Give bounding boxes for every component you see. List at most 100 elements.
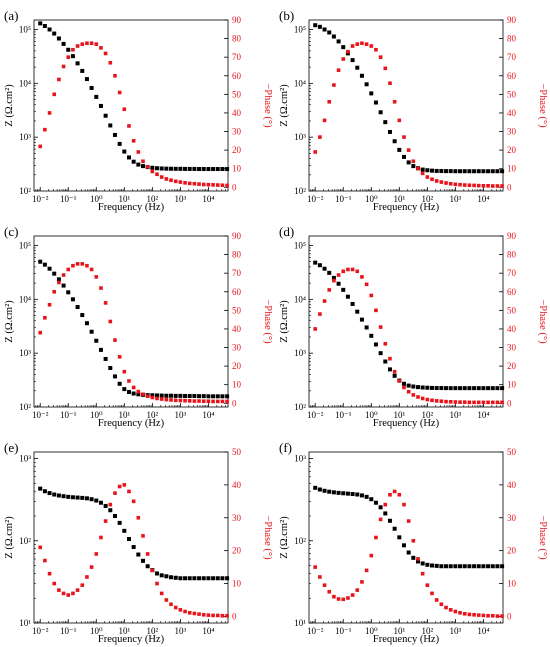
y-right-tick-label: 30 bbox=[507, 127, 517, 137]
phase-point bbox=[122, 369, 127, 374]
phase-point bbox=[336, 273, 341, 277]
x-tick-label: 10² bbox=[421, 626, 433, 636]
impedance-point bbox=[448, 564, 453, 569]
impedance-point bbox=[94, 94, 99, 99]
phase-point bbox=[350, 44, 355, 48]
chart-d: (d) 10⁻² 10⁻¹ 10⁰ 10¹ 10² 10³ 10⁴ 10² 10³ 10⁴ 10⁵ 0 1… bbox=[279, 224, 548, 429]
plot-frame bbox=[33, 19, 229, 192]
impedance-point bbox=[486, 564, 491, 569]
phase-point bbox=[448, 399, 453, 404]
x-tick-label: 10¹ bbox=[393, 626, 405, 636]
y-left-axis-title: Z (Ω.cm²) bbox=[279, 84, 290, 127]
y-right-tick-label: 50 bbox=[507, 89, 517, 99]
impedance-point bbox=[434, 168, 439, 173]
impedance-point bbox=[387, 129, 392, 134]
panel-label-d: (d) bbox=[279, 224, 294, 239]
impedance-point bbox=[472, 169, 477, 174]
impedance-point bbox=[47, 27, 52, 32]
impedance-point bbox=[350, 492, 355, 497]
y-right-tick-label: 40 bbox=[232, 324, 242, 334]
y-left-tick-label: 10³ bbox=[294, 348, 306, 358]
x-tick-label: 10⁴ bbox=[202, 410, 214, 420]
phase-point bbox=[169, 398, 173, 402]
impedance-point bbox=[453, 386, 458, 391]
y-right-tick-label: 70 bbox=[232, 268, 242, 278]
y-left-tick-label: 10⁵ bbox=[19, 24, 31, 34]
phase-point bbox=[462, 400, 467, 404]
impedance-point bbox=[322, 266, 327, 271]
impedance-point bbox=[183, 166, 188, 171]
phase-point bbox=[117, 484, 122, 489]
impedance-point bbox=[164, 166, 169, 171]
phase-point bbox=[439, 399, 444, 404]
x-tick-label: 10⁰ bbox=[365, 194, 378, 204]
phase-point bbox=[322, 118, 327, 123]
phase-point bbox=[225, 183, 229, 188]
x-tick-label: 10⁰ bbox=[365, 626, 378, 636]
impedance-point bbox=[84, 321, 89, 326]
phase-point bbox=[434, 399, 439, 403]
impedance-point bbox=[430, 563, 435, 568]
phase-point bbox=[411, 538, 416, 543]
impedance-point bbox=[98, 347, 103, 352]
panel-label-a: (a) bbox=[4, 8, 18, 23]
impedance-point bbox=[359, 317, 364, 322]
chart-f: (f) 10⁻² 10⁻¹ 10⁰ 10¹ 10² 10³ 10⁴ 10¹ 10² 10³ 0 10 20… bbox=[279, 440, 548, 645]
y-left-tick-label: 10³ bbox=[294, 132, 306, 142]
x-tick-label: 10⁰ bbox=[90, 410, 103, 420]
phase-point bbox=[136, 389, 141, 394]
y-right-tick-label: 20 bbox=[507, 145, 517, 155]
phase-point bbox=[369, 44, 374, 48]
phase-point bbox=[52, 92, 57, 97]
impedance-point bbox=[80, 68, 85, 73]
impedance-point bbox=[341, 287, 346, 292]
impedance-point bbox=[192, 394, 197, 399]
phase-point bbox=[327, 288, 332, 292]
phase-point bbox=[500, 184, 504, 188]
impedance-point bbox=[211, 576, 216, 581]
phase-point bbox=[141, 392, 145, 397]
phase-point bbox=[374, 308, 378, 313]
impedance-point bbox=[126, 389, 131, 394]
impedance-point bbox=[117, 381, 122, 386]
x-axis-title: Frequency (Hz) bbox=[373, 202, 440, 213]
phase-point bbox=[430, 591, 434, 596]
phase-point bbox=[360, 275, 364, 279]
y-right-tick-label: 20 bbox=[507, 546, 517, 556]
impedance-point bbox=[38, 21, 43, 26]
y-left-axis-title: Z (Ω.cm²) bbox=[4, 300, 15, 343]
phase-point bbox=[378, 55, 383, 59]
phase-point bbox=[397, 118, 402, 123]
phase-point bbox=[490, 184, 495, 188]
impedance-point bbox=[458, 564, 463, 569]
phase-point bbox=[495, 400, 500, 405]
x-tick-label: 10³ bbox=[450, 626, 462, 636]
phase-point bbox=[336, 597, 341, 601]
y-left-tick-label: 10³ bbox=[294, 454, 306, 464]
impedance-point bbox=[94, 498, 99, 503]
impedance-point bbox=[155, 393, 160, 398]
x-tick-label: 10² bbox=[146, 626, 158, 636]
plot-frame bbox=[308, 235, 504, 408]
phase-point bbox=[141, 159, 145, 164]
impedance-point bbox=[70, 495, 75, 500]
phase-point bbox=[178, 608, 183, 612]
impedance-point bbox=[66, 47, 71, 52]
phase-point bbox=[476, 613, 481, 617]
phase-point bbox=[113, 338, 117, 342]
phase-point bbox=[145, 552, 150, 556]
impedance-point bbox=[383, 120, 388, 125]
phase-point bbox=[52, 289, 57, 294]
x-tick-label: 10² bbox=[146, 194, 158, 204]
impedance-point bbox=[122, 528, 127, 533]
impedance-point bbox=[359, 73, 364, 78]
impedance-point bbox=[42, 489, 47, 494]
impedance-point bbox=[327, 270, 332, 275]
y-right-tick-label: 60 bbox=[507, 287, 517, 297]
phase-point bbox=[66, 55, 71, 59]
impedance-point bbox=[150, 393, 155, 398]
y-left-tick-label: 10² bbox=[294, 402, 306, 412]
impedance-point bbox=[173, 393, 178, 398]
phase-point bbox=[458, 400, 462, 404]
phase-point bbox=[346, 267, 350, 272]
